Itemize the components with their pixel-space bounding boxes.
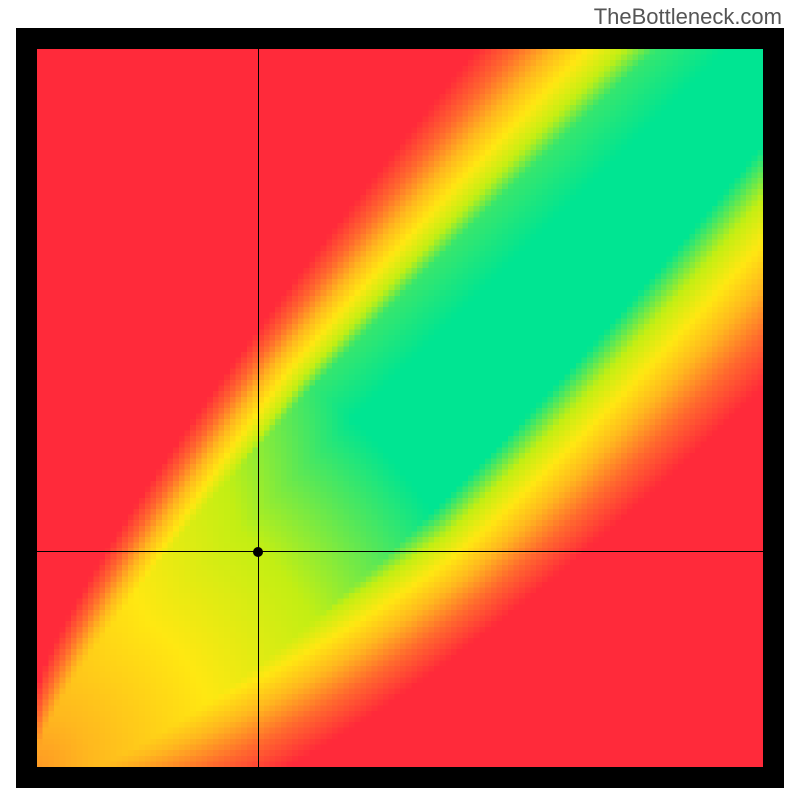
plot-area bbox=[37, 49, 763, 767]
root-container: TheBottleneck.com bbox=[0, 0, 800, 800]
crosshair-marker bbox=[253, 547, 263, 557]
watermark-text: TheBottleneck.com bbox=[594, 4, 782, 30]
crosshair-horizontal bbox=[37, 551, 763, 552]
heatmap-canvas bbox=[37, 49, 763, 767]
crosshair-vertical bbox=[258, 49, 259, 767]
